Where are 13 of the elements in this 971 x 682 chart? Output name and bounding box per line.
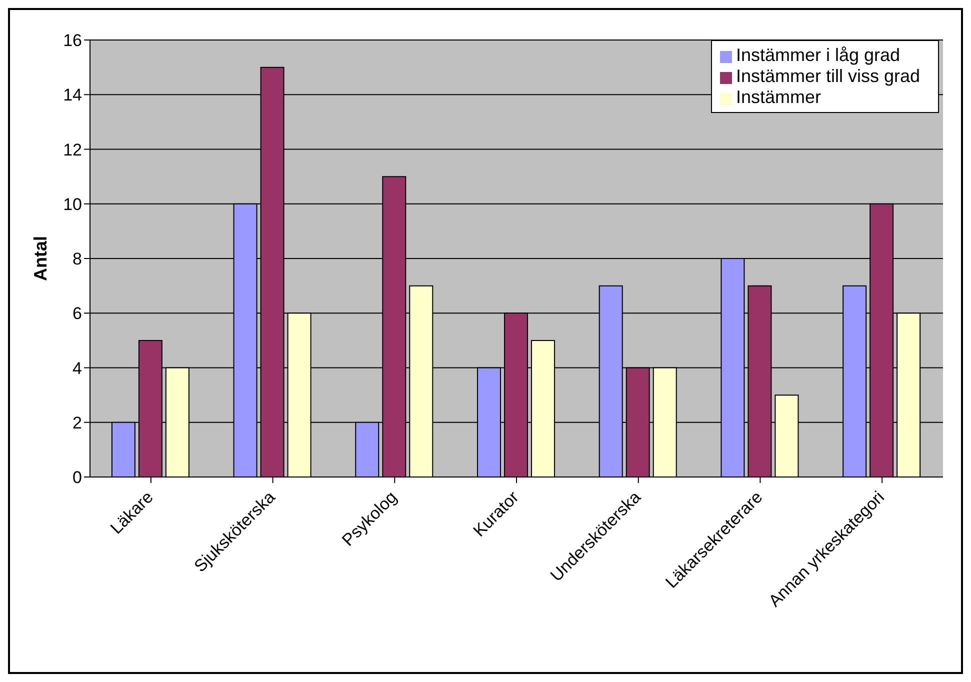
y-tick-label: 2: [72, 413, 82, 432]
y-tick-label: 16: [63, 31, 82, 50]
y-tick-label: 0: [72, 468, 82, 488]
y-tick-label: 8: [72, 250, 82, 269]
y-axis-title: Antal: [30, 236, 50, 281]
y-tick-label: 14: [63, 86, 82, 105]
y-tick-label: 4: [72, 358, 82, 378]
y-tick-label: 12: [63, 140, 82, 160]
y-tick-label: 6: [72, 304, 82, 324]
legend-label: Instämmer: [736, 87, 821, 107]
legend-label: Instämmer till viss grad: [736, 66, 920, 86]
legend-label: Instämmer i låg grad: [736, 45, 900, 65]
y-tick-label: 10: [63, 194, 82, 214]
